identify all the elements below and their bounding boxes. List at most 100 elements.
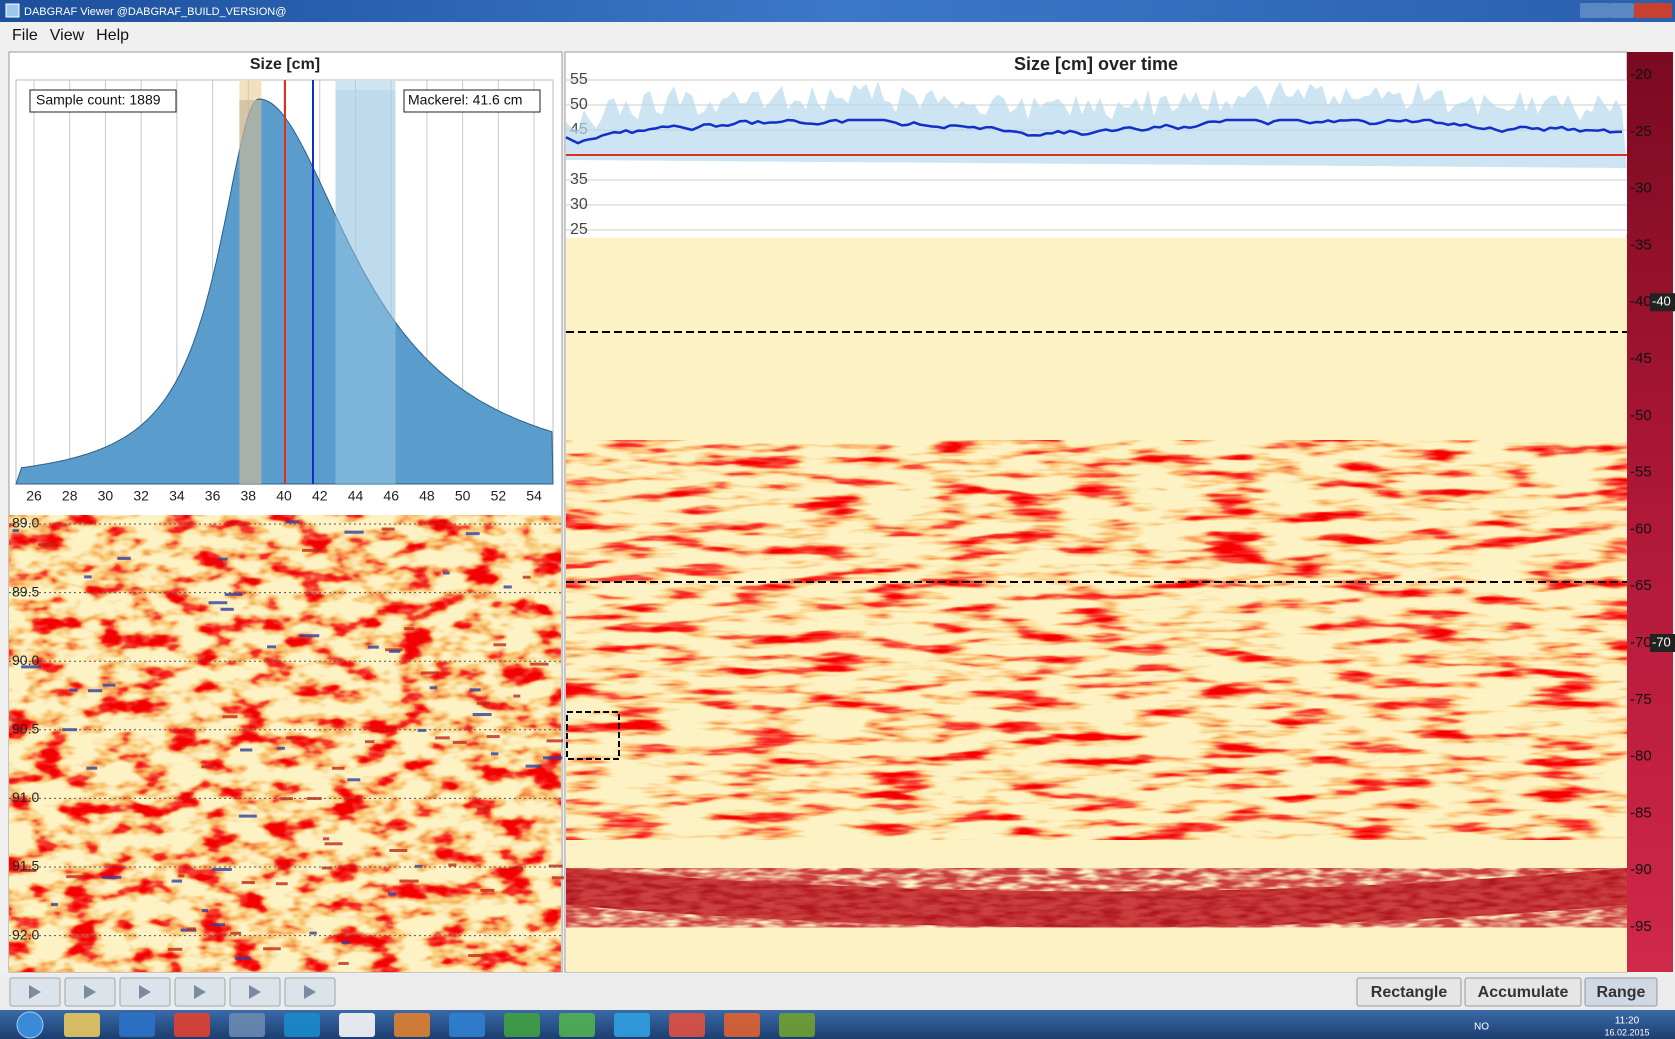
- echo-trace: [37, 543, 56, 547]
- echo-trace: [201, 765, 213, 769]
- echo-trace: [513, 694, 521, 698]
- taskbar-icon[interactable]: [64, 1013, 100, 1037]
- echo-trace: [381, 527, 395, 531]
- tool-button[interactable]: [1584, 977, 1658, 1007]
- echo-trace: [517, 867, 524, 871]
- scale-label: -80: [1630, 748, 1652, 765]
- echo-trace: [51, 903, 58, 907]
- echo-trace: [224, 592, 243, 596]
- nav-icon: [194, 985, 206, 999]
- echo-trace: [503, 585, 512, 589]
- echo-trace: [241, 881, 255, 885]
- minimize-button[interactable]: [1580, 3, 1610, 18]
- echo-trace: [468, 954, 487, 958]
- x-tick-label: 50: [455, 488, 471, 504]
- menu-item[interactable]: Help: [96, 27, 129, 44]
- taskbar-icon[interactable]: [174, 1013, 210, 1037]
- close-button[interactable]: [1634, 3, 1672, 18]
- echo-trace: [321, 866, 333, 870]
- echo-trace: [364, 740, 375, 744]
- range-area: [566, 80, 1627, 168]
- echo-trace: [415, 864, 423, 868]
- menu-bar: [0, 22, 1675, 50]
- y-tick-label: 89.0: [12, 515, 39, 531]
- panel-title: Size [cm] over time: [1014, 54, 1178, 74]
- echo-trace: [338, 961, 349, 965]
- y-tick-label: 92.0: [12, 926, 39, 942]
- echo-trace: [12, 529, 19, 533]
- taskbar-icon[interactable]: [614, 1013, 650, 1037]
- y-tick-label: 91.0: [12, 789, 39, 805]
- scale-label: -25: [1630, 123, 1652, 140]
- x-tick-label: 34: [169, 488, 185, 504]
- y-tick-label: 91.5: [12, 858, 39, 874]
- echo-trace: [277, 746, 285, 750]
- start-button[interactable]: [16, 1011, 44, 1039]
- scale-label: -35: [1630, 236, 1652, 253]
- echo-trace: [167, 947, 183, 951]
- y-tick-label: 90.0: [12, 652, 39, 668]
- x-tick-label: 32: [133, 488, 149, 504]
- sample-count: Sample count: 1889: [36, 92, 161, 108]
- taskbar-icon[interactable]: [449, 1013, 485, 1037]
- echo-trace: [102, 683, 116, 687]
- echo-trace: [87, 689, 103, 693]
- taskbar-icon[interactable]: [339, 1013, 375, 1037]
- taskbar-icon[interactable]: [394, 1013, 430, 1037]
- taskbar-icon[interactable]: [559, 1013, 595, 1037]
- menu-item[interactable]: File: [12, 27, 38, 44]
- echo-trace: [448, 863, 457, 867]
- tool-button[interactable]: [1464, 977, 1582, 1007]
- scale-marker: [1650, 293, 1675, 312]
- clock-time: 11:20: [1615, 1016, 1640, 1027]
- panel-title: Size [cm]: [250, 56, 320, 73]
- taskbar-icon[interactable]: [724, 1013, 760, 1037]
- echo-trace: [435, 736, 450, 740]
- echo-trace: [267, 645, 277, 649]
- selection-rectangle[interactable]: [566, 711, 620, 760]
- language-indicator[interactable]: NO: [1474, 1022, 1489, 1033]
- echo-trace: [230, 931, 242, 935]
- maximize-button[interactable]: [1610, 3, 1634, 18]
- window-title: DABGRAF Viewer @DABGRAF_BUILD_VERSION@: [24, 6, 286, 18]
- y-tick-label: 89.5: [12, 583, 39, 599]
- taskbar-icon[interactable]: [669, 1013, 705, 1037]
- taskbar-icon[interactable]: [504, 1013, 540, 1037]
- echo-trace: [222, 715, 238, 719]
- scale-label: -90: [1630, 861, 1652, 878]
- x-tick-label: 30: [98, 488, 114, 504]
- taskbar-icon[interactable]: [119, 1013, 155, 1037]
- y-tick-label: 25: [570, 221, 588, 238]
- echo-trace: [66, 875, 85, 879]
- taskbar-icon[interactable]: [229, 1013, 265, 1037]
- tool-button[interactable]: [1356, 977, 1462, 1007]
- taskbar-icon[interactable]: [779, 1013, 815, 1037]
- echo-trace: [302, 548, 318, 552]
- scale-label: -40: [1630, 293, 1652, 310]
- echo-trace: [201, 909, 208, 913]
- menu-item[interactable]: View: [50, 27, 85, 44]
- echo-trace: [476, 701, 490, 705]
- y-tick-label: 50: [570, 96, 588, 113]
- echo-trace: [208, 601, 228, 605]
- clock-date: 16.02.2015: [1604, 1027, 1649, 1037]
- echo-trace: [240, 748, 253, 752]
- echo-trace: [84, 575, 92, 579]
- echo-trace: [19, 868, 37, 872]
- echo-trace: [429, 686, 438, 690]
- echo-trace: [21, 665, 41, 669]
- scale-marker: [1650, 634, 1675, 652]
- mean-size-line: [565, 118, 1623, 145]
- tool-button-label: Accumulate: [1478, 984, 1569, 1001]
- echo-trace: [472, 713, 492, 717]
- echo-trace: [367, 645, 379, 649]
- tool-button-label: Rectangle: [1371, 984, 1448, 1001]
- echo-trace: [324, 842, 343, 846]
- echo-trace: [452, 740, 467, 744]
- scale-marker-label: -40: [1652, 294, 1671, 309]
- scale-label: -70: [1630, 634, 1652, 651]
- taskbar-icon[interactable]: [284, 1013, 320, 1037]
- echo-trace: [490, 752, 499, 756]
- scale-label: -45: [1630, 350, 1652, 367]
